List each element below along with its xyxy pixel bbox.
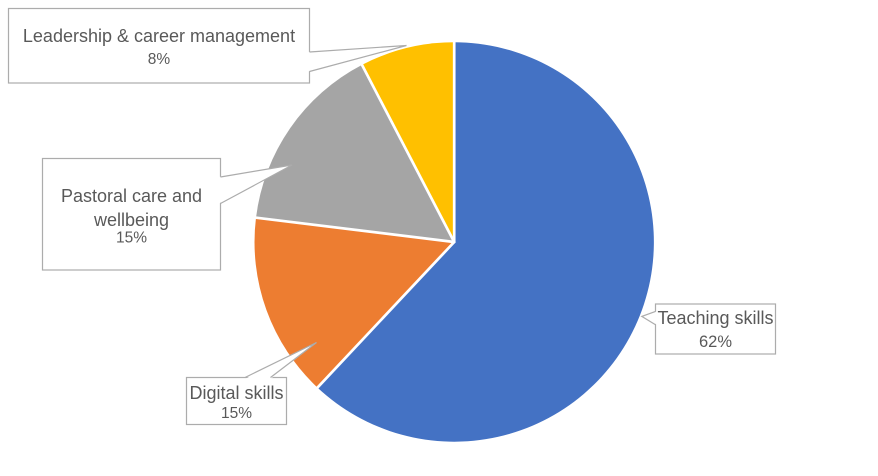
svg-text:Leadership & career management: Leadership & career management	[23, 26, 295, 46]
svg-text:Digital skills: Digital skills	[189, 383, 283, 403]
svg-text:wellbeing: wellbeing	[93, 210, 169, 230]
svg-text:8%: 8%	[148, 51, 171, 68]
svg-text:62%: 62%	[699, 333, 732, 351]
svg-text:15%: 15%	[221, 405, 252, 422]
svg-text:Pastoral care and: Pastoral care and	[61, 186, 202, 206]
svg-text:Teaching skills: Teaching skills	[657, 308, 773, 328]
svg-text:15%: 15%	[116, 230, 147, 247]
